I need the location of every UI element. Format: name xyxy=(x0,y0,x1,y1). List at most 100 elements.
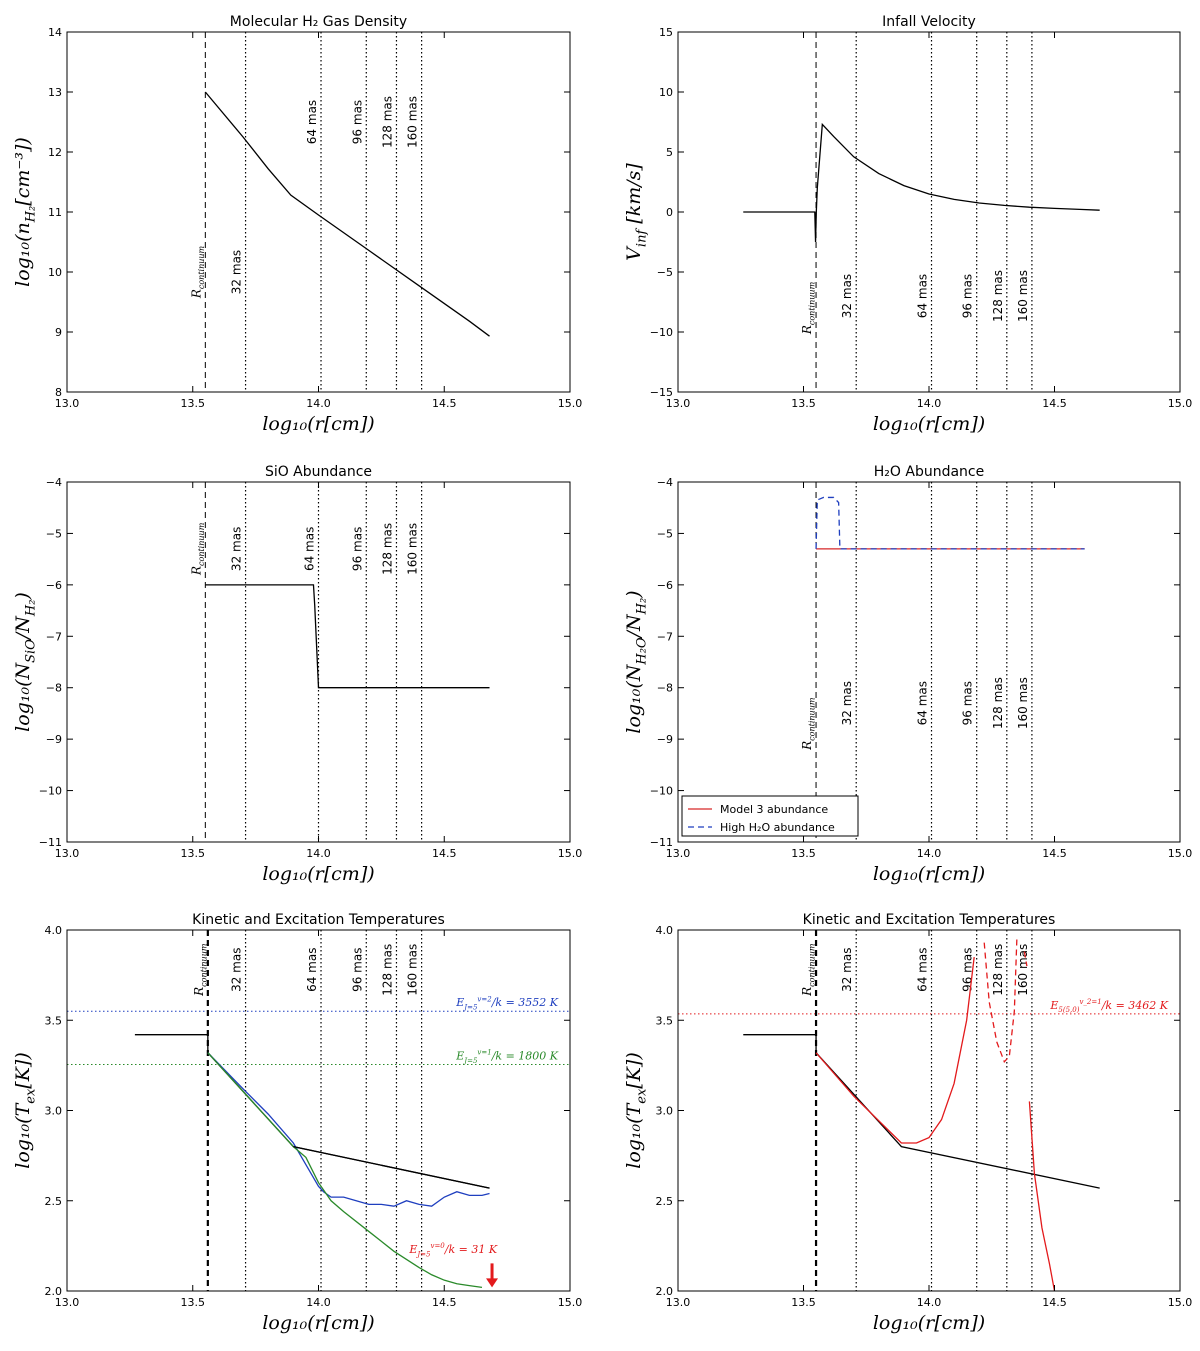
y-tick-label: 3.5 xyxy=(45,1014,63,1027)
text-run: log₁₀(r[cm]) xyxy=(262,863,374,885)
radius-marker-label: 128 mas xyxy=(991,270,1005,322)
x-tick-label: 15.0 xyxy=(558,1296,583,1309)
x-tick-label: 14.0 xyxy=(917,1296,942,1309)
text-run: R xyxy=(189,289,203,299)
y-tick-label: −6 xyxy=(46,579,62,592)
radius-marker-label: 32 mas xyxy=(840,681,854,725)
radius-marker-label: 32 mas xyxy=(230,527,244,571)
y-tick-label: −7 xyxy=(657,630,673,643)
radius-marker-label: 32 mas xyxy=(230,948,244,992)
subscript: J=5 xyxy=(462,1057,478,1065)
x-tick-label: 15.0 xyxy=(1168,847,1193,860)
text-run: /N xyxy=(623,613,645,639)
radius-marker-label: 32 mas xyxy=(840,948,854,992)
y-tick-label: 3.0 xyxy=(656,1105,674,1118)
superscript: v_2=1 xyxy=(1079,998,1101,1006)
y-tick-label: 3.0 xyxy=(45,1105,63,1118)
y-tick-label: −10 xyxy=(39,785,62,798)
x-axis-label: log₁₀(r[cm]) xyxy=(262,413,374,435)
text-run: /N xyxy=(12,615,34,641)
subscript: H₂ xyxy=(24,206,39,224)
radius-marker-label: 128 mas xyxy=(380,96,394,148)
y-tick-label: 8 xyxy=(55,386,62,399)
y-tick-label: −5 xyxy=(657,266,673,279)
subscript: continuum xyxy=(197,245,206,289)
superscript: v=1 xyxy=(477,1049,491,1057)
y-tick-label: −10 xyxy=(650,785,673,798)
text-run: log₁₀(r[cm]) xyxy=(262,413,374,435)
radius-marker-label: 96 mas xyxy=(961,681,975,725)
y-tick-label: 10 xyxy=(48,266,62,279)
radius-marker-label: 64 mas xyxy=(916,948,930,992)
chart-title: Infall Velocity xyxy=(882,14,976,30)
x-tick-label: 14.0 xyxy=(306,397,331,410)
subscript: H₂ xyxy=(24,600,39,618)
y-tick-label: −7 xyxy=(46,630,62,643)
x-tick-label: 14.0 xyxy=(306,847,331,860)
y-tick-label: −4 xyxy=(657,476,673,489)
text-run: log₁₀(r[cm]) xyxy=(873,1312,985,1334)
superscript: v=2 xyxy=(477,995,492,1003)
x-tick-label: 13.0 xyxy=(55,397,80,410)
x-tick-label: 13.0 xyxy=(55,847,80,860)
radius-marker-label: 96 mas xyxy=(350,100,364,144)
y-tick-label: −5 xyxy=(657,527,673,540)
x-tick-label: 14.5 xyxy=(432,847,457,860)
radius-marker-label: 160 mas xyxy=(406,96,420,148)
panels: Molecular H₂ Gas Density Rcontinuum 32 mas… xyxy=(12,14,1192,1334)
series-line xyxy=(205,584,490,689)
series-line xyxy=(207,1052,490,1207)
x-axis-label: log₁₀(r[cm]) xyxy=(873,1312,985,1334)
y-tick-label: 14 xyxy=(48,26,62,39)
hline-label: EJ=5v=2/k = 3552 K xyxy=(455,995,559,1011)
y-tick-label: 4.0 xyxy=(45,924,63,937)
text-run: log₁₀(T xyxy=(623,1102,645,1168)
radius-marker-label: 160 mas xyxy=(1016,944,1030,996)
text-run: [cm⁻³]) xyxy=(12,137,34,206)
text-run: V xyxy=(623,245,645,261)
panel-h2o-abundance: H₂O Abundance Rcontinuum 32 mas 64 mas 96 ma… xyxy=(623,464,1192,885)
radius-marker-label: Rcontinuum xyxy=(189,522,206,576)
radius-marker-label: Rcontinuum xyxy=(192,943,209,997)
text-run: ) xyxy=(12,592,34,600)
text-run: E xyxy=(455,1049,464,1062)
subscript: continuum xyxy=(808,697,817,741)
x-tick-label: 13.5 xyxy=(181,847,206,860)
y-tick-label: 15 xyxy=(659,26,673,39)
x-tick-label: 13.0 xyxy=(666,1296,691,1309)
x-tick-label: 14.0 xyxy=(917,397,942,410)
y-axis-label: Vinf [km/s] xyxy=(623,163,650,261)
y-tick-label: 9 xyxy=(55,326,62,339)
y-tick-label: 12 xyxy=(48,146,62,159)
annotation-arrow-head xyxy=(486,1278,499,1288)
series-line xyxy=(204,91,490,337)
panel-temps-left: Kinetic and Excitation TemperaturesEJ=5v… xyxy=(12,912,582,1334)
subscript: H₂O xyxy=(635,637,650,666)
x-tick-label: 13.0 xyxy=(55,1296,80,1309)
radius-marker-label: 32 mas xyxy=(230,250,244,294)
text-run: R xyxy=(800,741,814,751)
chart-title: H₂O Abundance xyxy=(874,464,984,480)
radius-marker-label: 96 mas xyxy=(961,274,975,318)
radius-marker-label: 96 mas xyxy=(350,527,364,571)
x-tick-label: 15.0 xyxy=(558,397,583,410)
y-tick-label: −4 xyxy=(46,476,62,489)
radius-marker-label: 32 mas xyxy=(840,274,854,318)
text-run: /k = 1800 K xyxy=(491,1049,559,1062)
x-tick-label: 14.5 xyxy=(432,397,457,410)
radius-marker-label: Rcontinuum xyxy=(800,697,817,751)
y-axis-label: log₁₀(Tex[K]) xyxy=(12,1052,39,1168)
x-tick-label: 14.5 xyxy=(1042,847,1067,860)
y-tick-label: −5 xyxy=(46,527,62,540)
chart-title: Molecular H₂ Gas Density xyxy=(230,14,407,30)
hline-label: EJ=5v=1/k = 1800 K xyxy=(455,1049,559,1065)
text-run: [K]) xyxy=(12,1052,34,1088)
subscript: continuum xyxy=(199,943,208,987)
y-tick-label: 0 xyxy=(666,206,673,219)
x-tick-label: 14.0 xyxy=(306,1296,331,1309)
subscript: continuum xyxy=(808,943,817,987)
x-tick-label: 13.5 xyxy=(791,397,816,410)
radius-marker-label: 128 mas xyxy=(380,523,394,575)
subscript: ex xyxy=(24,1088,39,1104)
